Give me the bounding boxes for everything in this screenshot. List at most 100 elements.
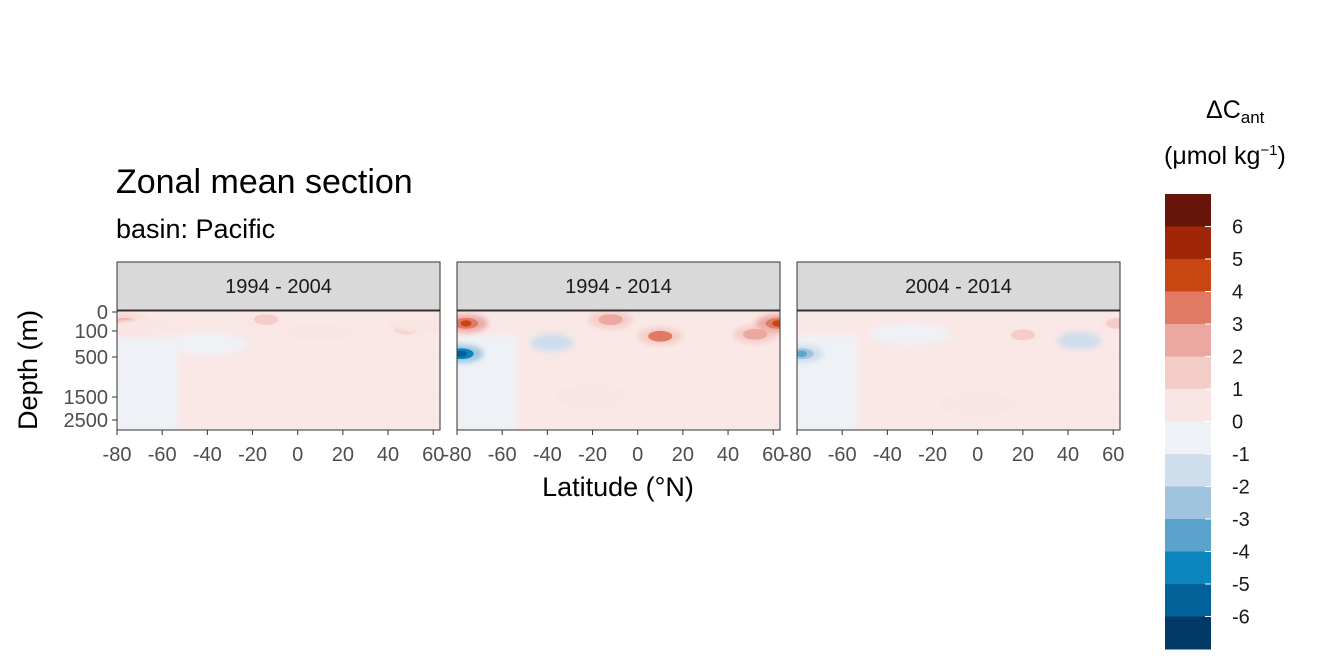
panel-border-2 [456, 310, 781, 431]
legend-color-step [1165, 486, 1211, 520]
legend-color-step [1165, 226, 1211, 260]
field-feature-core [887, 328, 932, 341]
legend-color-step [1165, 584, 1211, 617]
legend-label: 6 [1232, 217, 1243, 239]
legend-label: -2 [1232, 477, 1250, 499]
legend-color-step [1165, 324, 1211, 357]
field-feature-peak [654, 333, 666, 340]
field-feature-core [955, 395, 1000, 413]
facet-strip-2 [456, 261, 781, 311]
x-tick-label: 20 [672, 444, 694, 466]
legend-title-subscript: ant [1240, 108, 1265, 127]
legend-label: -4 [1232, 542, 1250, 564]
legend-label: 2 [1232, 347, 1243, 369]
field-feature-peak [460, 320, 472, 327]
legend-color-step [1165, 551, 1211, 585]
legend-unit: (μmol kg−1) [1164, 142, 1286, 171]
field-feature-core [539, 337, 564, 349]
field-feature-peak [772, 320, 780, 327]
x-tick-label: 0 [632, 444, 643, 466]
x-tick-label: -60 [828, 444, 857, 466]
panel-field-3 [797, 311, 1120, 430]
x-tick-label: -40 [193, 444, 222, 466]
field-feature-core [1105, 318, 1120, 329]
y-tick-label: 2500 [64, 410, 109, 432]
x-tick-label: -40 [873, 444, 902, 466]
facet-label-3: 2004 - 2014 [905, 276, 1012, 298]
legend-label: -6 [1232, 607, 1250, 629]
x-tick-label: 40 [717, 444, 739, 466]
legend-color-step [1165, 291, 1211, 325]
x-tick-label: 60 [762, 444, 784, 466]
legend-color-step [1165, 389, 1211, 422]
facet-strip-3 [796, 261, 1121, 311]
field-feature-peak [605, 316, 617, 323]
facet-strip-1 [116, 261, 441, 311]
legend-color-step [1165, 421, 1211, 455]
field-feature-core [122, 321, 167, 334]
field-feature-core [570, 388, 615, 406]
panel-field-2 [457, 311, 780, 430]
x-tick-label: -60 [148, 444, 177, 466]
legend-label: 1 [1232, 379, 1243, 401]
x-tick-label: -60 [488, 444, 517, 466]
x-tick-label: -20 [918, 444, 947, 466]
y-tick-label: 1500 [64, 387, 109, 409]
x-tick-label: 60 [422, 444, 444, 466]
y-tick-label: 0 [97, 302, 108, 324]
x-tick-label: -20 [238, 444, 267, 466]
y-axis-title: Depth (m) [13, 310, 43, 430]
x-tick-label: -80 [443, 444, 472, 466]
legend-label: 3 [1232, 314, 1243, 336]
x-tick-label: 0 [972, 444, 983, 466]
facet-label-2: 1994 - 2014 [565, 276, 672, 298]
y-tick-label: 100 [75, 321, 108, 343]
field-feature-core [253, 314, 279, 325]
x-tick-label: 20 [1012, 444, 1034, 466]
x-tick-label: 60 [1102, 444, 1124, 466]
x-tick-label: -20 [578, 444, 607, 466]
x-tick-label: 0 [292, 444, 303, 466]
field-feature-core [298, 326, 343, 339]
legend-unit-text: (μmol kg [1164, 142, 1261, 170]
field-feature-core [117, 395, 158, 413]
panel-field-1 [117, 311, 440, 430]
chart-subtitle: basin: Pacific [116, 214, 276, 244]
chart-title: Zonal mean section [116, 163, 413, 201]
legend-label: -3 [1232, 509, 1250, 531]
panel-border-3 [796, 310, 1121, 431]
field-feature-core [185, 338, 230, 350]
y-tick-label: 500 [75, 347, 108, 369]
x-axis-title: Latitude (°N) [542, 472, 694, 502]
field-feature-core [1010, 329, 1035, 341]
facet-label-1: 1994 - 2004 [225, 276, 332, 298]
x-tick-label: -40 [533, 444, 562, 466]
legend-unit-superscript: −1 [1260, 142, 1278, 159]
legend-color-step [1165, 194, 1211, 227]
legend-label: 0 [1232, 412, 1243, 434]
field-feature-core [1067, 335, 1092, 347]
legend-label: 4 [1232, 282, 1243, 304]
legend-title: ΔCant [1206, 96, 1264, 128]
legend-color-step [1165, 454, 1211, 487]
x-tick-label: 40 [1057, 444, 1079, 466]
x-tick-label: -80 [783, 444, 812, 466]
field-feature-core [406, 317, 440, 330]
field-feature-peak [457, 350, 468, 357]
x-tick-label: -80 [103, 444, 132, 466]
panel-border-1 [116, 310, 441, 431]
x-tick-label: 20 [332, 444, 354, 466]
legend-title-main: ΔC [1206, 96, 1241, 124]
field-feature-peak [797, 350, 808, 357]
legend-label: -1 [1232, 444, 1250, 466]
field-feature-peak [749, 331, 761, 338]
legend-color-step [1165, 616, 1211, 650]
legend-color-step [1165, 356, 1211, 390]
x-tick-label: 40 [377, 444, 399, 466]
legend-color-step [1165, 259, 1211, 292]
legend-label: 5 [1232, 249, 1243, 271]
legend-unit-close: ) [1277, 142, 1286, 170]
legend-color-step [1165, 519, 1211, 552]
legend-label: -5 [1232, 574, 1250, 596]
